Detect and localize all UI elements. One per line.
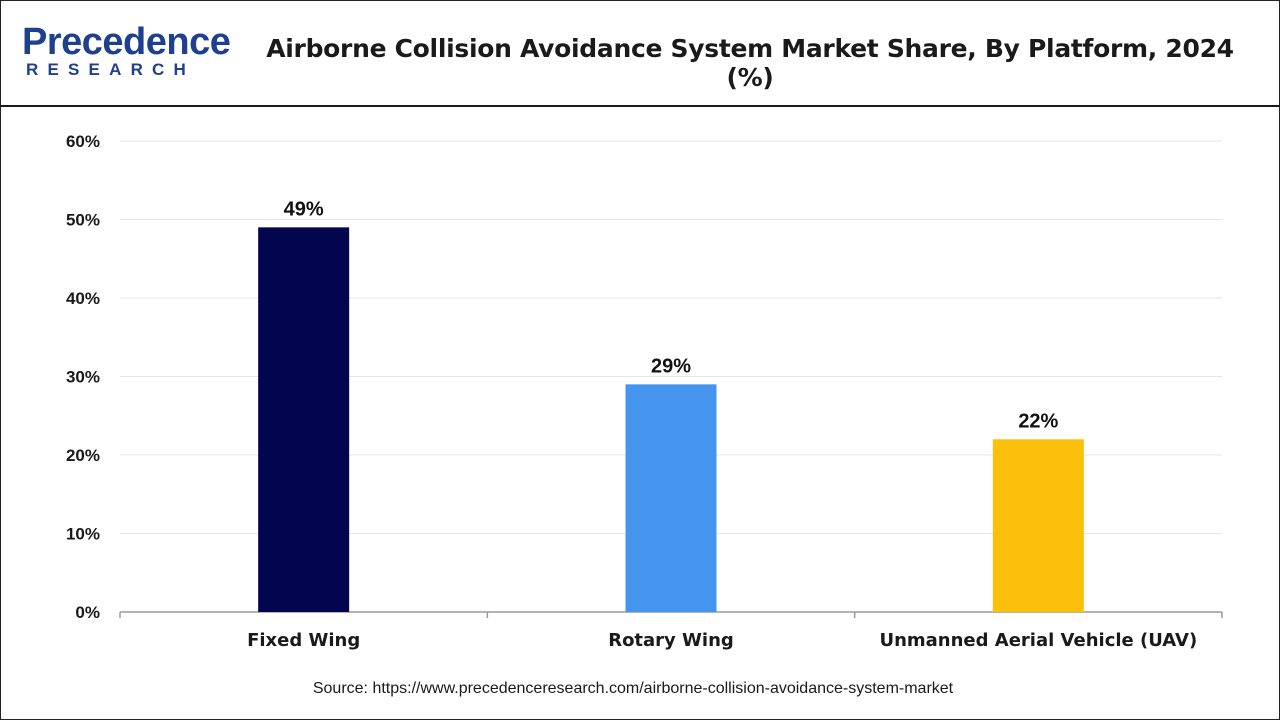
logo-subtitle: RESEARCH — [26, 60, 196, 79]
y-tick-label: 0% — [75, 603, 100, 622]
y-tick-label: 20% — [66, 446, 100, 465]
header: Precedence RESEARCH Airborne Collision A… — [0, 0, 1280, 107]
precedence-research-logo: Precedence RESEARCH — [22, 22, 231, 82]
x-category-label: Unmanned Aerial Vehicle (UAV) — [879, 630, 1197, 651]
bar-chart: 0% 10% 20% 30% 40% 50% 60% 49% Fixed Wing 29% Rota… — [66, 132, 1223, 651]
logo-wordmark: Precedence — [22, 21, 231, 63]
bar — [992, 439, 1084, 612]
y-tick-label: 50% — [66, 211, 100, 230]
bar — [625, 384, 717, 612]
data-label: 29% — [651, 355, 691, 377]
data-label: 22% — [1018, 410, 1058, 432]
bar — [258, 227, 350, 612]
x-category-label: Fixed Wing — [247, 630, 360, 651]
data-label: 49% — [284, 198, 324, 220]
source-note: Source: https://www.precedenceresearch.c… — [312, 680, 954, 697]
chart-title: Airborne Collision Avoidance System Mark… — [266, 34, 1234, 92]
y-tick-label: 10% — [66, 525, 100, 544]
x-category-label: Rotary Wing — [608, 630, 734, 651]
y-tick-label: 40% — [66, 289, 100, 308]
y-tick-label: 60% — [66, 132, 100, 151]
y-tick-label: 30% — [66, 368, 100, 387]
